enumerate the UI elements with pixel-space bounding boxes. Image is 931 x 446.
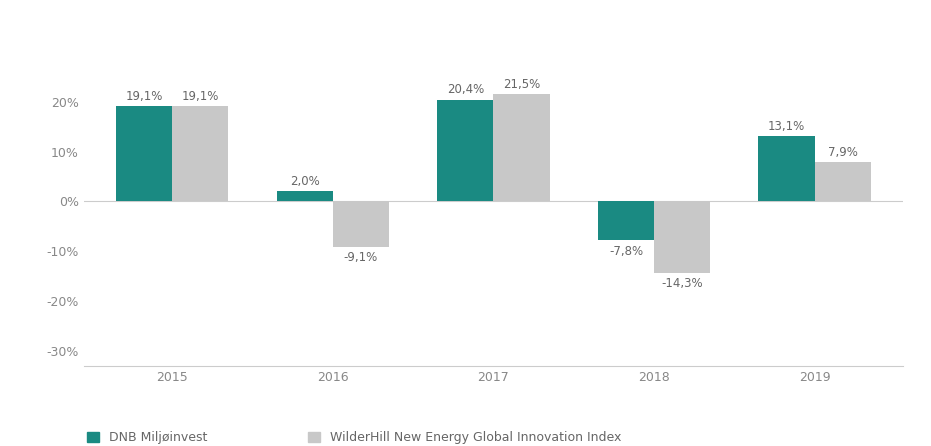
Text: Årlig avkastning: Årlig avkastning	[11, 21, 177, 41]
Text: -9,1%: -9,1%	[344, 251, 378, 264]
Bar	[116, 106, 172, 201]
Bar	[759, 136, 815, 201]
Text: 2,0%: 2,0%	[290, 175, 319, 188]
Text: -14,3%: -14,3%	[661, 277, 703, 290]
Text: 21,5%: 21,5%	[503, 78, 540, 91]
Text: 19,1%: 19,1%	[126, 90, 163, 103]
Legend: DNB Miljøinvest, WilderHill New Energy Global Innovation Index: DNB Miljøinvest, WilderHill New Energy G…	[82, 426, 627, 446]
Text: 13,1%: 13,1%	[768, 120, 805, 132]
Bar	[277, 191, 332, 201]
Bar	[598, 201, 654, 240]
Text: -7,8%: -7,8%	[609, 245, 643, 258]
Bar	[493, 94, 549, 201]
Bar	[438, 100, 493, 201]
Bar	[654, 201, 710, 273]
Bar	[815, 162, 870, 201]
Text: 20,4%: 20,4%	[447, 83, 484, 96]
Text: 19,1%: 19,1%	[182, 90, 219, 103]
Text: 7,9%: 7,9%	[828, 145, 857, 158]
Bar	[172, 106, 228, 201]
Bar	[332, 201, 389, 247]
